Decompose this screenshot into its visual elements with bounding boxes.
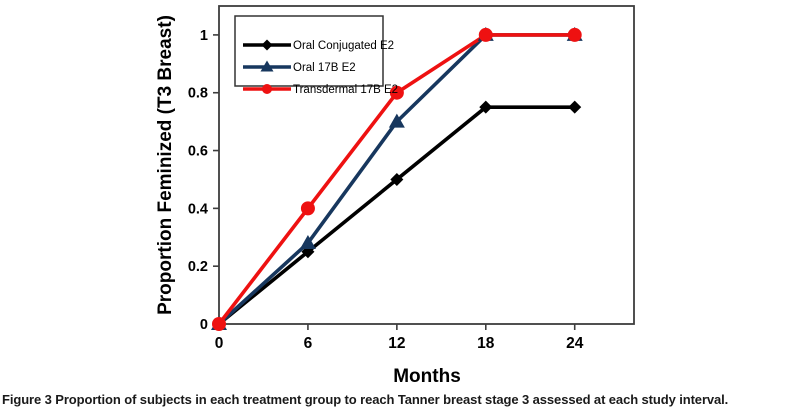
data-point-transdermal-17b-e2-6 (300, 201, 315, 216)
x-tick-label: 6 (304, 335, 313, 352)
legend-label-oral-conjugated-e2: Oral Conjugated E2 (293, 40, 394, 52)
data-point-transdermal-17b-e2-24 (567, 27, 582, 42)
x-tick-label: 0 (215, 335, 224, 352)
data-point-oral-conjugated-e2-12 (390, 172, 404, 186)
data-point-transdermal-17b-e2-0 (212, 317, 226, 331)
data-point-oral-conjugated-e2-24 (568, 100, 582, 114)
y-tick-label: 0 (200, 317, 208, 333)
y-tick-label: 0.8 (188, 86, 208, 102)
x-tick-label: 12 (388, 335, 405, 352)
y-axis-title: Proportion Feminized (T3 Breast) (155, 15, 176, 315)
y-tick-label: 0.2 (188, 259, 208, 275)
legend-marker-transdermal-17b-e2 (262, 84, 272, 94)
x-tick-label: 24 (566, 335, 584, 352)
data-point-transdermal-17b-e2-18 (478, 27, 493, 42)
data-point-oral-conjugated-e2-18 (479, 100, 493, 114)
caption-label: Figure 3 (2, 392, 52, 407)
figure-caption: Figure 3 Proportion of subjects in each … (2, 392, 793, 408)
legend-label-oral-17b-e2: Oral 17B E2 (293, 62, 356, 74)
legend-marker-oral-17b-e2 (260, 60, 274, 72)
data-point-oral-17b-e2-6 (299, 235, 316, 250)
x-axis-title: Months (393, 366, 461, 387)
y-tick-label: 0.4 (188, 201, 208, 217)
legend-label-transdermal-17b-e2: Transdermal 17B E2 (293, 84, 398, 96)
x-tick-label: 18 (477, 335, 495, 352)
data-point-oral-17b-e2-12 (388, 113, 405, 128)
line-chart: 0 0.2 0.4 0.6 0.8 1 0 6 12 18 24 Months Proportion F… (155, 5, 635, 387)
y-tick-label: 1 (200, 28, 208, 44)
legend-box (234, 15, 384, 87)
y-tick-label: 0.6 (188, 144, 208, 160)
data-point-transdermal-17b-e2-12 (389, 85, 404, 100)
legend-marker-oral-conjugated-e2 (261, 39, 273, 51)
caption-text: Proportion of subjects in each treatment… (55, 392, 729, 407)
